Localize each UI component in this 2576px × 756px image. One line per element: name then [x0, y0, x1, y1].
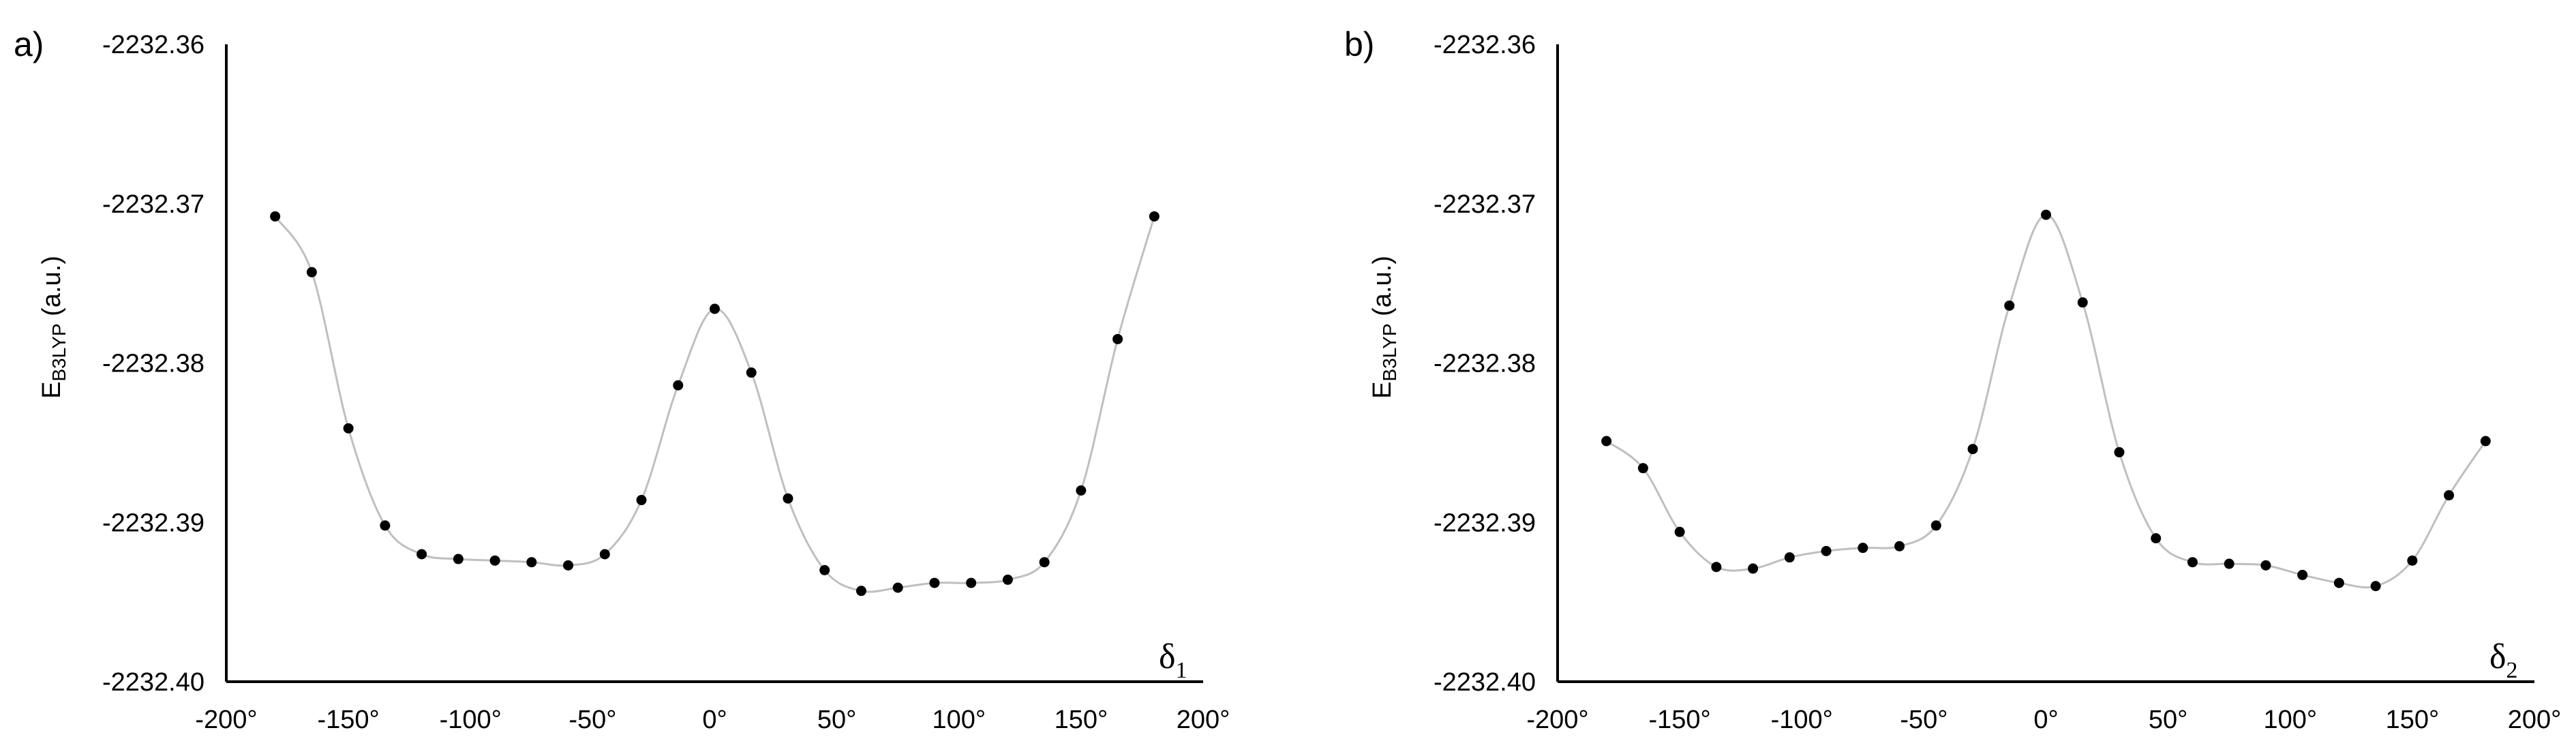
data-point — [2333, 577, 2344, 588]
chart-panel-b: -2232.36 -2232.37 -2232.38 -2232.39 -2232.40… — [1344, 25, 2561, 734]
data-point — [453, 554, 464, 564]
data-point — [270, 211, 281, 222]
y-tick-label: -2232.39 — [1434, 509, 1536, 537]
x-tick-label: -100° — [440, 706, 502, 734]
data-point — [1858, 543, 1868, 554]
y-tick-label: -2232.38 — [1434, 350, 1536, 378]
data-point — [1039, 557, 1050, 568]
data-point — [2224, 558, 2234, 569]
data-point — [380, 520, 391, 531]
data-point — [1674, 526, 1685, 537]
y-tick-label: -2232.38 — [102, 350, 204, 378]
series-line — [1605, 213, 2487, 589]
x-tick-label: -150° — [317, 706, 379, 734]
x-tick-label: -50° — [1900, 706, 1948, 734]
y-axis-label-main: E — [1368, 381, 1397, 398]
y-tick-label: -2232.36 — [1434, 31, 1536, 59]
x-tick-label: 150° — [2386, 706, 2440, 734]
y-axis-label-subscript: B3LYP — [48, 323, 70, 381]
data-point — [966, 577, 977, 588]
data-point — [892, 582, 903, 593]
y-tick-label: -2232.39 — [102, 509, 204, 537]
data-point — [1748, 563, 1759, 574]
x-tick-label: 0° — [2033, 706, 2058, 734]
data-point — [1601, 436, 1612, 447]
data-point — [526, 557, 537, 568]
x-tick-label: 100° — [932, 706, 986, 734]
x-axis-label-subscript: 1 — [1176, 658, 1187, 683]
data-point — [710, 303, 720, 314]
data-point — [2004, 300, 2015, 311]
data-point — [855, 586, 866, 596]
x-axis-label-main: δ — [1159, 637, 1176, 676]
data-point — [746, 367, 757, 378]
y-axis-label-subscript: B3LYP — [1379, 323, 1400, 381]
data-point — [1076, 485, 1087, 496]
x-tick-label: 50° — [817, 706, 856, 734]
x-tick-label: -50° — [569, 706, 616, 734]
data-point — [1784, 552, 1795, 563]
data-point — [2151, 533, 2162, 544]
x-tick-label: -100° — [1771, 706, 1833, 734]
data-point — [673, 380, 684, 391]
data-point — [1002, 574, 1013, 585]
data-point — [2480, 436, 2491, 447]
data-point — [306, 267, 317, 277]
data-point — [1149, 211, 1160, 222]
data-point — [783, 493, 793, 504]
x-tick-label: -200° — [195, 706, 257, 734]
data-point — [343, 423, 354, 434]
data-point — [636, 495, 647, 506]
x-axis-label: δ1 — [1159, 637, 1187, 683]
y-tick-label: -2232.37 — [102, 190, 204, 219]
data-point — [1711, 562, 1722, 573]
y-axis-label: EB3LYP (a.u.) — [1368, 256, 1400, 399]
data-point — [2297, 569, 2308, 580]
y-tick-label: -2232.37 — [1434, 190, 1536, 219]
y-axis-label: EB3LYP (a.u.) — [37, 256, 70, 399]
x-tick-label: 200° — [2508, 706, 2562, 734]
data-point — [1894, 541, 1905, 551]
series-line — [274, 215, 1155, 593]
x-tick-label: 50° — [2149, 706, 2187, 734]
x-tick-label: 100° — [2263, 706, 2317, 734]
data-point — [599, 549, 610, 560]
x-tick-label: -200° — [1526, 706, 1588, 734]
data-point — [563, 560, 574, 571]
x-axis-label-main: δ — [2489, 637, 2506, 676]
x-tick-label: 0° — [702, 706, 727, 734]
data-point — [1112, 333, 1123, 344]
y-tick-label: -2232.40 — [1434, 668, 1536, 697]
x-axis-label: δ2 — [2489, 637, 2518, 683]
data-point — [416, 549, 427, 560]
chart-panel-a: -2232.36 -2232.37 -2232.38 -2232.39 -2232.40… — [14, 25, 1230, 734]
data-point — [2260, 560, 2271, 571]
data-point — [489, 555, 500, 566]
data-point — [1930, 520, 1941, 531]
y-axis-label-main: E — [37, 381, 66, 398]
panel-label: a) — [14, 25, 44, 63]
y-tick-label: -2232.40 — [102, 668, 204, 697]
y-axis-label-unit: (a.u.) — [1368, 256, 1397, 323]
data-point — [2114, 447, 2125, 457]
data-point — [2187, 557, 2198, 568]
x-tick-label: -150° — [1648, 706, 1710, 734]
data-point — [2444, 490, 2455, 501]
data-point — [1821, 545, 1832, 556]
x-axis-label-subscript: 2 — [2506, 658, 2518, 683]
data-point — [819, 564, 830, 575]
data-point — [2077, 297, 2088, 308]
data-point — [2370, 581, 2381, 592]
x-tick-label: 150° — [1055, 706, 1108, 734]
data-point — [2407, 555, 2418, 566]
data-point — [1967, 444, 1978, 455]
panel-label: b) — [1344, 25, 1374, 63]
y-tick-label: -2232.36 — [102, 31, 204, 59]
data-point — [1637, 463, 1648, 474]
data-point — [2041, 209, 2051, 220]
data-point — [929, 577, 940, 588]
y-axis-label-unit: (a.u.) — [37, 256, 66, 323]
x-tick-label: 200° — [1177, 706, 1230, 734]
